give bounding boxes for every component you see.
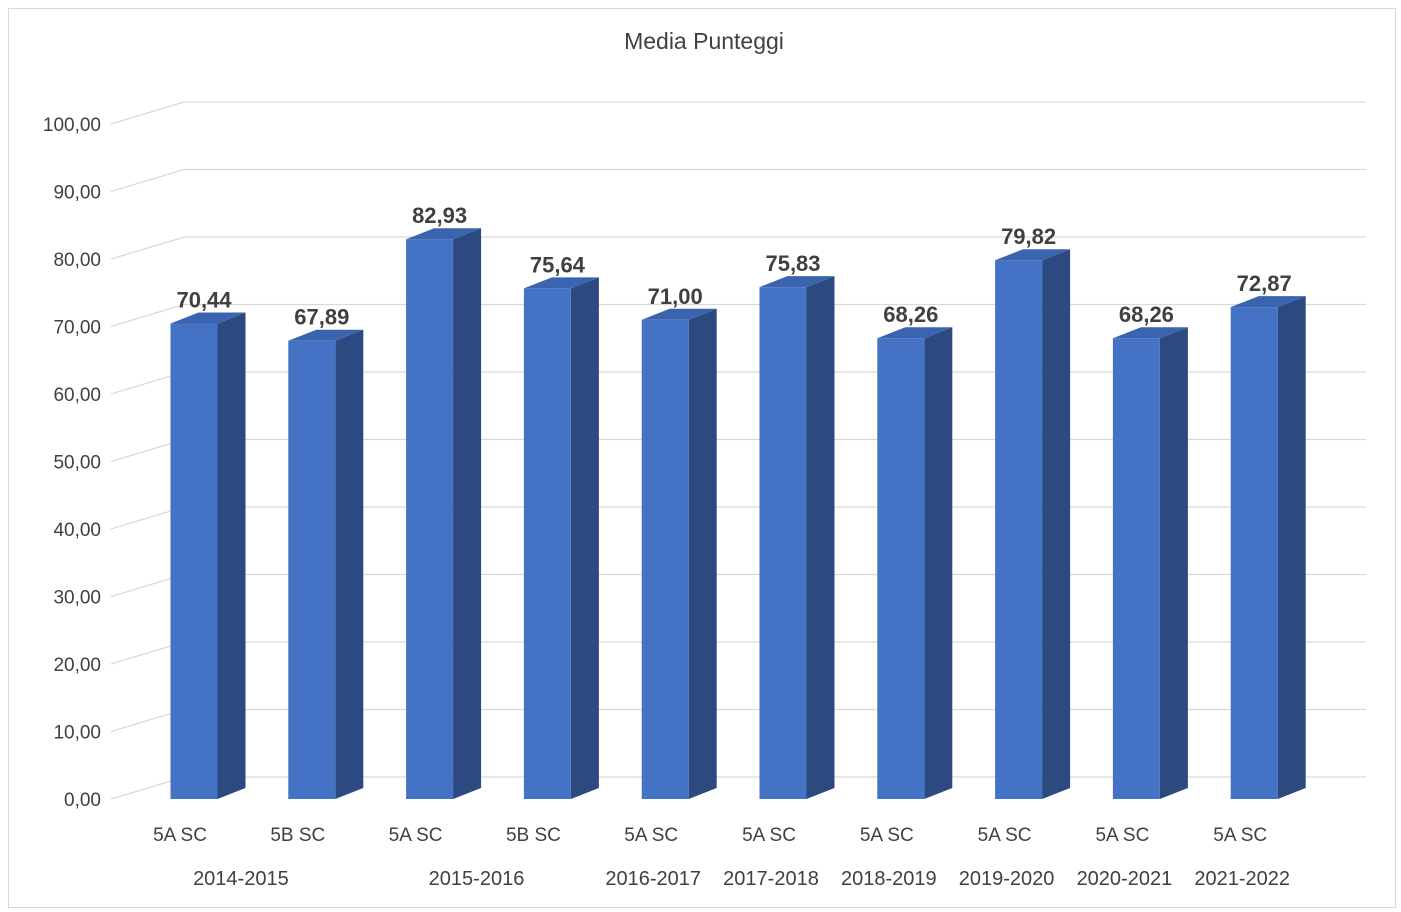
bar-top — [995, 249, 1071, 261]
bar-side — [217, 312, 246, 799]
x-group-label: 2017-2018 — [723, 868, 819, 890]
bar-side — [453, 228, 482, 799]
bar-top — [523, 277, 599, 289]
x-category-label: 5A SC — [860, 825, 914, 846]
bar — [995, 249, 1071, 800]
bar — [877, 327, 953, 799]
bar — [1112, 327, 1188, 799]
gridline — [110, 168, 1366, 193]
y-tick-label: 20,00 — [53, 655, 101, 676]
bar — [641, 308, 717, 799]
x-group-label: 2018-2019 — [841, 868, 937, 890]
x-category-label: 5A SC — [1095, 825, 1149, 846]
data-label: 71,00 — [648, 284, 703, 309]
data-label: 68,26 — [883, 302, 938, 327]
x-category-label: 5A SC — [153, 825, 207, 846]
bar — [406, 228, 482, 799]
x-group-label: 2021-2022 — [1194, 868, 1290, 890]
x-group-label: 2014-2015 — [193, 868, 289, 890]
x-group-label: 2020-2021 — [1077, 868, 1173, 890]
bar-side — [570, 277, 599, 799]
y-tick-label: 10,00 — [53, 723, 101, 744]
bar-front — [170, 323, 218, 799]
bar-top — [641, 308, 717, 320]
bar — [523, 277, 599, 799]
bar-front — [523, 288, 571, 799]
x-category-label: 5A SC — [624, 825, 678, 846]
bar-top — [170, 312, 246, 324]
bar-front — [877, 338, 925, 799]
x-category-label: 5A SC — [1213, 825, 1267, 846]
data-label: 68,26 — [1119, 302, 1174, 327]
chart-frame: Media Punteggi 0,00 10,00 20,00 30,00 40,00 5… — [8, 8, 1396, 908]
data-label: 67,89 — [294, 305, 349, 330]
x-category-label: 5A SC — [978, 825, 1032, 846]
data-labels: 70,44 67,89 82,93 75,64 71,00 75,83 68,26 79,82… — [176, 203, 1291, 330]
bar-side — [1042, 249, 1071, 800]
x-category-label: 5A SC — [742, 825, 796, 846]
y-tick-label: 90,00 — [53, 183, 101, 204]
bar-front — [406, 239, 454, 799]
x-group-label: 2015-2016 — [429, 868, 525, 890]
x-group-label: 2019-2020 — [959, 868, 1055, 890]
bar-front — [759, 287, 807, 799]
bar-front — [1112, 338, 1160, 799]
data-label: 75,83 — [765, 251, 820, 276]
data-label: 82,93 — [412, 203, 467, 228]
x-group-label: 2016-2017 — [605, 868, 701, 890]
bar-side — [688, 308, 717, 799]
y-tick-label: 0,00 — [64, 790, 101, 811]
bar — [170, 312, 246, 799]
data-label: 72,87 — [1237, 271, 1292, 296]
bar-side — [806, 276, 835, 800]
x-category-label: 5B SC — [270, 825, 325, 846]
y-tick-label: 30,00 — [53, 588, 101, 609]
x-category-label: 5B SC — [506, 825, 561, 846]
bar-top — [406, 228, 482, 240]
bar-top — [759, 276, 835, 288]
gridline — [110, 236, 1366, 260]
data-label: 79,82 — [1001, 224, 1056, 249]
bar-front — [995, 260, 1043, 800]
y-tick-label: 100,00 — [43, 115, 101, 136]
bar-top — [288, 329, 364, 341]
bar-front — [288, 340, 336, 799]
bar-top — [1112, 327, 1188, 339]
bar-chart: Media Punteggi 0,00 10,00 20,00 30,00 40,00 5… — [43, 28, 1366, 890]
bar-front — [641, 319, 689, 799]
y-tick-label: 70,00 — [53, 318, 101, 339]
x-axis-labels: 5A SC 5B SC 5A SC 5B SC 5A SC 5A SC 5A SC 5A SC… — [153, 825, 1290, 890]
bar-top — [1230, 296, 1306, 308]
gridline — [110, 303, 1366, 328]
bar-front — [1230, 307, 1278, 799]
bars — [170, 228, 1306, 800]
chart-title: Media Punteggi — [624, 28, 784, 54]
y-tick-label: 60,00 — [53, 385, 101, 406]
bar-side — [1277, 296, 1306, 799]
gridline — [110, 101, 1366, 125]
bar-side — [1159, 327, 1188, 799]
y-axis-ticks: 0,00 10,00 20,00 30,00 40,00 50,00 60,00 70,00 8… — [43, 115, 101, 811]
data-label: 70,44 — [176, 288, 232, 313]
y-tick-label: 40,00 — [53, 520, 101, 541]
bar-side — [335, 329, 364, 799]
bar-side — [924, 327, 953, 799]
bar — [1230, 296, 1306, 799]
y-tick-label: 80,00 — [53, 250, 101, 271]
x-category-label: 5A SC — [389, 825, 443, 846]
bar — [759, 276, 835, 800]
y-tick-label: 50,00 — [53, 453, 101, 474]
bar — [288, 329, 364, 799]
bar-top — [877, 327, 953, 339]
data-label: 75,64 — [530, 252, 586, 277]
